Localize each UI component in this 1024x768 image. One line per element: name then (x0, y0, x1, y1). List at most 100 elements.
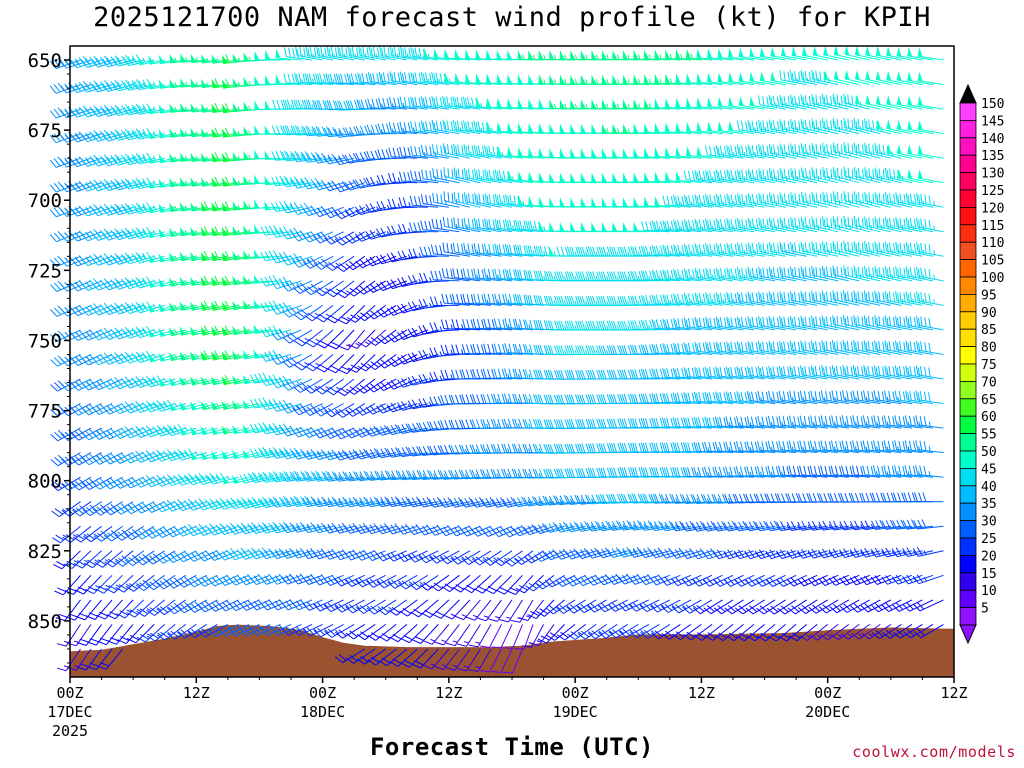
wind-barb (326, 46, 355, 61)
wind-barb (896, 71, 923, 86)
wind-barb (176, 599, 208, 614)
wind-barb (507, 146, 534, 159)
x-tick-label: 12Z (183, 684, 210, 702)
wind-barb (886, 95, 912, 110)
wind-barb (843, 93, 870, 110)
colorbar-label: 105 (981, 254, 1004, 269)
colorbar-swatch (959, 154, 977, 173)
wind-barb (654, 122, 681, 135)
wind-barb (916, 193, 944, 208)
wind-barb (367, 98, 397, 110)
wind-barb (800, 69, 828, 86)
wind-barb (759, 47, 786, 61)
wind-barb (496, 97, 523, 110)
colorbar-label: 20 (981, 549, 997, 564)
wind-barb (344, 179, 376, 191)
wind-barb (407, 301, 439, 312)
wind-barb (431, 120, 460, 135)
wind-barb (452, 96, 481, 110)
wind-barb (451, 369, 481, 380)
colorbar-label: 5 (981, 602, 989, 617)
colorbar-label: 135 (981, 149, 1004, 164)
wind-barb (397, 354, 428, 365)
wind-barb (410, 96, 439, 110)
wind-barb (271, 125, 302, 136)
wind-barb (377, 123, 407, 135)
colorbar-label: 25 (981, 532, 997, 547)
colorbar-swatch (959, 120, 977, 139)
wind-barb (388, 122, 418, 135)
wind-barb (747, 144, 776, 159)
colorbar-label: 140 (981, 132, 1004, 147)
wind-barb (420, 120, 449, 135)
wind-barb (696, 73, 723, 86)
wind-barb (496, 146, 523, 159)
wind-barb (717, 96, 744, 110)
wind-barb (853, 142, 881, 159)
wind-barb (874, 191, 902, 208)
wind-barb (515, 219, 544, 233)
wind-barb (271, 175, 302, 187)
wind-barb (504, 219, 534, 233)
source-credit: coolwx.com/models (852, 743, 1016, 761)
colorbar-swatch (959, 363, 977, 382)
wind-barb (208, 599, 239, 612)
wind-barb (284, 47, 313, 61)
wind-barb (770, 71, 797, 86)
wind-barb (566, 599, 597, 614)
colorbar-label: 15 (981, 567, 997, 582)
wind-barb (461, 394, 491, 405)
wind-barb (453, 143, 481, 159)
wind-barb (822, 118, 849, 135)
wind-barb (313, 231, 344, 244)
wind-barb (875, 119, 902, 135)
wind-barb (715, 193, 744, 208)
x-tick-date: 18DEC (300, 703, 345, 721)
colorbar-swatch (959, 293, 977, 313)
wind-barb (156, 574, 187, 590)
wind-barb (768, 119, 797, 135)
wind-barb (264, 75, 292, 86)
wind-barb (420, 194, 449, 208)
wind-barb (103, 501, 134, 516)
y-tick-label: 700 (28, 190, 62, 212)
wind-barb (833, 45, 860, 61)
wind-barb (356, 378, 386, 394)
wind-barb (696, 146, 723, 159)
wind-barb (155, 550, 187, 564)
wind-barb (675, 97, 702, 110)
x-tick-label: 00Z (562, 684, 589, 702)
colorbar-label: 30 (981, 515, 997, 530)
wind-barb (643, 49, 670, 61)
wind-barb (853, 216, 881, 233)
wind-barb (491, 624, 513, 649)
x-tick-label: 00Z (56, 684, 83, 702)
wind-barb (808, 493, 839, 503)
wind-barb (463, 120, 492, 135)
wind-barb (790, 167, 818, 184)
wind-barb (397, 329, 428, 340)
wind-barb (346, 73, 376, 86)
wind-barb (464, 49, 492, 61)
wind-barb (429, 322, 460, 332)
wind-barb (864, 118, 892, 135)
wind-barb (844, 69, 870, 86)
wind-barb (356, 99, 386, 110)
wind-barb (275, 74, 302, 86)
wind-barb (461, 369, 492, 380)
wind-barb (717, 121, 744, 135)
wind-barb (781, 46, 807, 61)
wind-barb (811, 69, 839, 86)
wind-barb (50, 452, 81, 467)
wind-barb (474, 192, 502, 208)
wind-barb (779, 167, 807, 184)
colorbar-swatch (959, 328, 977, 348)
wind-barb (91, 55, 123, 68)
wind-barb (717, 72, 744, 86)
wind-barb (768, 217, 797, 233)
wind-barb (829, 492, 860, 503)
wind-barb (271, 150, 302, 161)
colorbar-label: 35 (981, 497, 997, 512)
wind-barb (768, 143, 797, 159)
wind-barb (134, 525, 165, 540)
